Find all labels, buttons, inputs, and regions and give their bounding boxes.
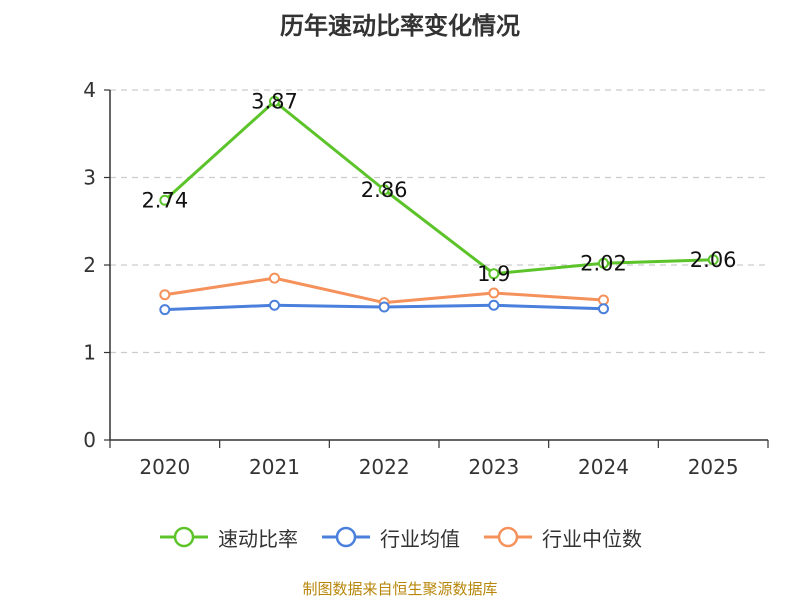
data-point-1-2023[interactable] <box>488 299 500 311</box>
data-label-2020: 2.74 <box>141 188 188 212</box>
y-tick-label-3: 3 <box>83 166 96 190</box>
legend-item-2[interactable]: 行业中位数 <box>482 523 642 552</box>
data-point-1-2021[interactable] <box>269 299 280 311</box>
data-point-2-2020[interactable] <box>159 289 171 301</box>
legend-swatch-icon <box>484 526 532 548</box>
data-point-2-2024[interactable] <box>598 294 609 306</box>
x-tick-label-2020: 2020 <box>139 455 190 479</box>
legend-item-1[interactable]: 行业均值 <box>320 523 460 552</box>
legend-label: 行业均值 <box>380 526 460 551</box>
source-note: 制图数据来自恒生聚源数据库 <box>302 580 498 598</box>
legend-swatch-icon <box>160 526 208 548</box>
axis-layer: 0 1 2 3 4 2020 2021 2022 2023 2024 2025 <box>83 78 769 479</box>
legend-item-0[interactable]: 速动比率 <box>158 523 298 552</box>
y-tick-label-4: 4 <box>83 78 96 102</box>
x-tick-label-2021: 2021 <box>249 455 300 479</box>
data-label-2023: 1.9 <box>477 262 510 286</box>
data-point-1-2022[interactable] <box>378 301 390 313</box>
data-point-1-2024[interactable] <box>598 303 609 315</box>
x-tick-label-2024: 2024 <box>578 455 629 479</box>
data-point-1-2020[interactable] <box>159 304 171 316</box>
data-point-0-2020[interactable] <box>159 194 171 206</box>
series-layer <box>159 95 719 316</box>
series-line-0 <box>163 99 714 276</box>
data-point-2-2023[interactable] <box>488 287 500 299</box>
data-point-2-2021[interactable] <box>269 272 280 284</box>
data-label-2025: 2.06 <box>690 248 737 272</box>
data-point-0-2021[interactable] <box>269 95 280 107</box>
y-tick-label-2: 2 <box>83 253 96 277</box>
chart-title: 历年速动比率变化情况 <box>280 12 520 40</box>
data-label-2022: 2.86 <box>361 178 408 202</box>
x-tick-label-2022: 2022 <box>359 455 410 479</box>
data-point-0-2022[interactable] <box>378 184 390 196</box>
legend-label: 速动比率 <box>218 526 298 551</box>
data-point-0-2025[interactable] <box>707 254 719 266</box>
data-point-0-2024[interactable] <box>598 257 609 269</box>
grid-layer <box>110 89 768 354</box>
data-point-0-2023[interactable] <box>488 268 500 280</box>
y-tick-label-1: 1 <box>83 341 96 365</box>
data-label-2024: 2.02 <box>580 251 627 275</box>
legend-swatch-icon <box>322 526 370 548</box>
data-label-2021: 3.87 <box>251 89 298 113</box>
x-tick-label-2025: 2025 <box>688 455 739 479</box>
y-tick-label-0: 0 <box>83 428 96 452</box>
x-tick-label-2023: 2023 <box>468 455 519 479</box>
legend: 速动比率 行业均值 行业中位数 <box>0 520 800 554</box>
data-label-layer: 2.74 3.87 2.86 1.9 2.02 2.06 <box>141 89 736 285</box>
legend-label: 行业中位数 <box>542 526 642 551</box>
